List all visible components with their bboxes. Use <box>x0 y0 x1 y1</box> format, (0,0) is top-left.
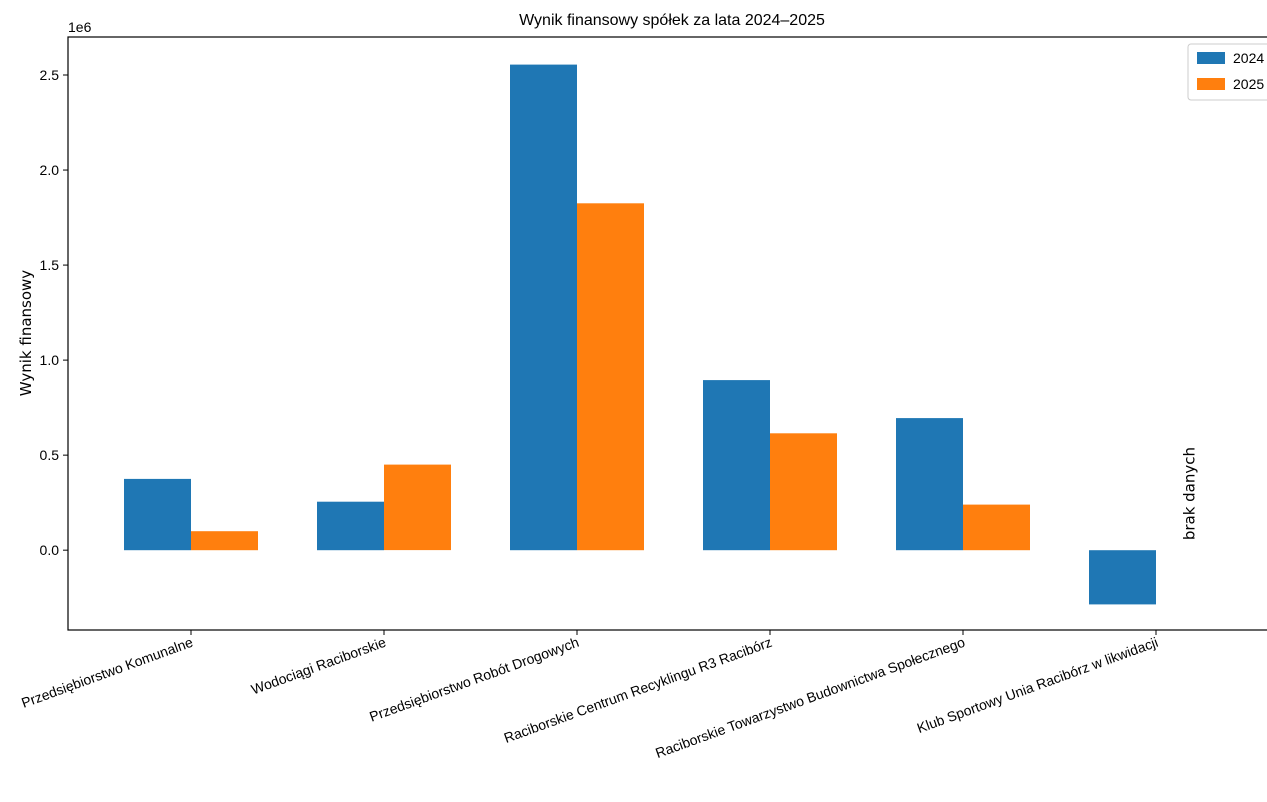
x-tick-label: Wodociągi Raciborskie <box>249 634 388 698</box>
legend-label-2024: 2024 <box>1233 50 1264 66</box>
x-tick-label: Przedsiębiorstwo Komunalne <box>19 634 195 711</box>
y-tick-label: 1.0 <box>40 352 60 368</box>
bar-2024-2 <box>510 64 577 551</box>
x-axis: Przedsiębiorstwo Komunalne Wodociągi Raci… <box>19 630 1160 761</box>
legend-swatch-2025 <box>1197 78 1225 90</box>
y-axis-offset-label: 1e6 <box>68 19 92 35</box>
plot-frame <box>67 36 1267 631</box>
bars-group <box>124 64 1156 605</box>
bar-2025-1 <box>384 464 451 551</box>
y-tick-label: 2.5 <box>40 67 60 83</box>
y-tick-label: 2.0 <box>40 162 60 178</box>
legend-label-2025: 2025 <box>1233 76 1264 92</box>
chart-title: Wynik finansowy spółek za lata 2024–2025 <box>519 12 825 29</box>
bar-2024-0 <box>124 478 191 551</box>
x-tick-label: Przedsiębiorstwo Robót Drogowych <box>367 634 581 725</box>
y-axis: 0.0 0.5 1.0 1.5 2.0 2.5 <box>40 67 68 558</box>
y-tick-label: 1.5 <box>40 257 60 273</box>
bar-2024-1 <box>317 501 384 551</box>
y-tick-label: 0.0 <box>40 542 60 558</box>
bar-2025-4 <box>963 504 1030 551</box>
y-axis-label: Wynik finansowy <box>17 270 35 396</box>
legend-swatch-2024 <box>1197 52 1225 64</box>
bar-2024-4 <box>896 418 963 551</box>
annotation-missing-data: brak danych <box>1181 447 1199 540</box>
bar-2024-3 <box>703 380 770 551</box>
x-tick-label: Raciborskie Towarzystwo Budownictwa Społ… <box>653 634 967 761</box>
bar-2024-5 <box>1089 550 1156 605</box>
bar-2025-0 <box>191 531 258 551</box>
bar-2025-3 <box>770 433 837 551</box>
annotations-group: brak danych <box>1181 447 1199 540</box>
y-tick-label: 0.5 <box>40 447 60 463</box>
legend: 2024 2025 <box>1187 43 1267 101</box>
bar-2025-2 <box>577 203 644 551</box>
